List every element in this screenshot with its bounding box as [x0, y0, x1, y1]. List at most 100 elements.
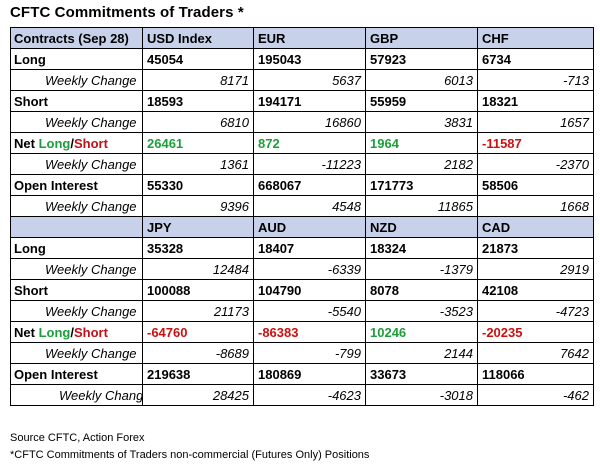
table-cell: 5637: [253, 69, 366, 91]
table-cell: 57923: [365, 48, 478, 70]
table-cell: -462: [477, 384, 594, 406]
table-cell: 2144: [365, 342, 478, 364]
table-cell: 2919: [477, 258, 594, 280]
header-row: JPY AUD NZD CAD: [10, 216, 594, 238]
definition-footnote: *CFTC Commitments of Traders non-commerc…: [10, 449, 370, 461]
currency-header: GBP: [365, 27, 478, 49]
row-label: Weekly Change: [10, 195, 143, 217]
net-prefix: Net: [14, 135, 39, 151]
table-cell: 219638: [142, 363, 254, 385]
net-short-word: Short: [73, 324, 108, 340]
table-cell: 195043: [253, 48, 366, 70]
currency-header: EUR: [253, 27, 366, 49]
table-cell: 45054: [142, 48, 254, 70]
table-cell: 2182: [365, 153, 478, 175]
table-cell: -5540: [253, 300, 366, 322]
net-prefix: Net: [14, 324, 39, 340]
table-cell: 33673: [365, 363, 478, 385]
table-cell: 8078: [365, 279, 478, 301]
net-cell: -11587: [477, 132, 594, 154]
table-cell: 1668: [477, 195, 594, 217]
net-separator: /: [70, 135, 74, 151]
weekly-change-row: Weekly Change 1361 -11223 2182 -2370: [10, 153, 594, 175]
open-interest-row: Open Interest 219638 180869 33673 118066: [10, 363, 594, 385]
table-cell: 21873: [477, 237, 594, 259]
table-cell: 58506: [477, 174, 594, 196]
table-cell: -6339: [253, 258, 366, 280]
row-label: Open Interest: [10, 174, 143, 196]
table-cell: -799: [253, 342, 366, 364]
weekly-change-row: Weekly Change -8689 -799 2144 7642: [10, 342, 594, 364]
header-row: Contracts (Sep 28) USD Index EUR GBP CHF: [10, 27, 594, 49]
weekly-change-row: Weekly Change 21173 -5540 -3523 -4723: [10, 300, 594, 322]
table-cell: -1379: [365, 258, 478, 280]
net-row-label: Net Long/Short: [10, 321, 143, 343]
table-cell: 1361: [142, 153, 254, 175]
table-cell: 18321: [477, 90, 594, 112]
table-cell: -4623: [253, 384, 366, 406]
table-cell: 180869: [253, 363, 366, 385]
row-label: Weekly Change: [10, 300, 143, 322]
table-cell: 12484: [142, 258, 254, 280]
net-row: Net Long/Short -64760 -86383 10246 -2023…: [10, 321, 594, 343]
net-long-word: Long: [38, 135, 71, 151]
row-label: Open Interest: [10, 363, 143, 385]
table-cell: 35328: [142, 237, 254, 259]
open-interest-row: Open Interest 55330 668067 171773 58506: [10, 174, 594, 196]
table-cell: 6013: [365, 69, 478, 91]
net-cell: 1964: [365, 132, 478, 154]
table-cell: 100088: [142, 279, 254, 301]
net-separator: /: [70, 324, 74, 340]
table-cell: 55330: [142, 174, 254, 196]
currency-header: JPY: [142, 216, 254, 238]
table-cell: 104790: [253, 279, 366, 301]
table-cell: 6810: [142, 111, 254, 133]
row-label: Weekly Change: [10, 153, 143, 175]
table-cell: -8689: [142, 342, 254, 364]
table-cell: -713: [477, 69, 594, 91]
table-cell: 18407: [253, 237, 366, 259]
long-row: Long 45054 195043 57923 6734: [10, 48, 594, 70]
net-cell: -64760: [142, 321, 254, 343]
row-label: Contracts (Sep 28): [10, 27, 143, 49]
table-cell: 11865: [365, 195, 478, 217]
table-cell: 171773: [365, 174, 478, 196]
row-label: Short: [10, 279, 143, 301]
row-label: Short: [10, 90, 143, 112]
table-cell: 194171: [253, 90, 366, 112]
weekly-change-row: Weekly Change 12484 -6339 -1379 2919: [10, 258, 594, 280]
table-cell: -4723: [477, 300, 594, 322]
table-cell: 668067: [253, 174, 366, 196]
net-cell: 26461: [142, 132, 254, 154]
row-label: Weekly Change: [10, 342, 143, 364]
row-label: Weekly Change: [10, 384, 143, 406]
row-label: Weekly Change: [10, 69, 143, 91]
net-cell: -20235: [477, 321, 594, 343]
table-cell: 18324: [365, 237, 478, 259]
page-title: CFTC Commitments of Traders *: [10, 4, 244, 21]
cot-table: Contracts (Sep 28) USD Index EUR GBP CHF…: [10, 27, 594, 406]
row-label: [10, 216, 143, 238]
table-cell: 6734: [477, 48, 594, 70]
table-cell: -2370: [477, 153, 594, 175]
weekly-change-row: Weekly Change 6810 16860 3831 1657: [10, 111, 594, 133]
table-cell: 55959: [365, 90, 478, 112]
table-cell: 118066: [477, 363, 594, 385]
row-label: Long: [10, 48, 143, 70]
long-row: Long 35328 18407 18324 21873: [10, 237, 594, 259]
net-row: Net Long/Short 26461 872 1964 -11587: [10, 132, 594, 154]
short-row: Short 100088 104790 8078 42108: [10, 279, 594, 301]
net-cell: 10246: [365, 321, 478, 343]
net-cell: -86383: [253, 321, 366, 343]
table-cell: 16860: [253, 111, 366, 133]
currency-header: CHF: [477, 27, 594, 49]
table-cell: 7642: [477, 342, 594, 364]
currency-header: USD Index: [142, 27, 254, 49]
table-cell: 28425: [142, 384, 254, 406]
table-cell: -11223: [253, 153, 366, 175]
table-cell: -3523: [365, 300, 478, 322]
row-label: Weekly Change: [10, 258, 143, 280]
net-row-label: Net Long/Short: [10, 132, 143, 154]
net-short-word: Short: [73, 135, 108, 151]
currency-header: AUD: [253, 216, 366, 238]
